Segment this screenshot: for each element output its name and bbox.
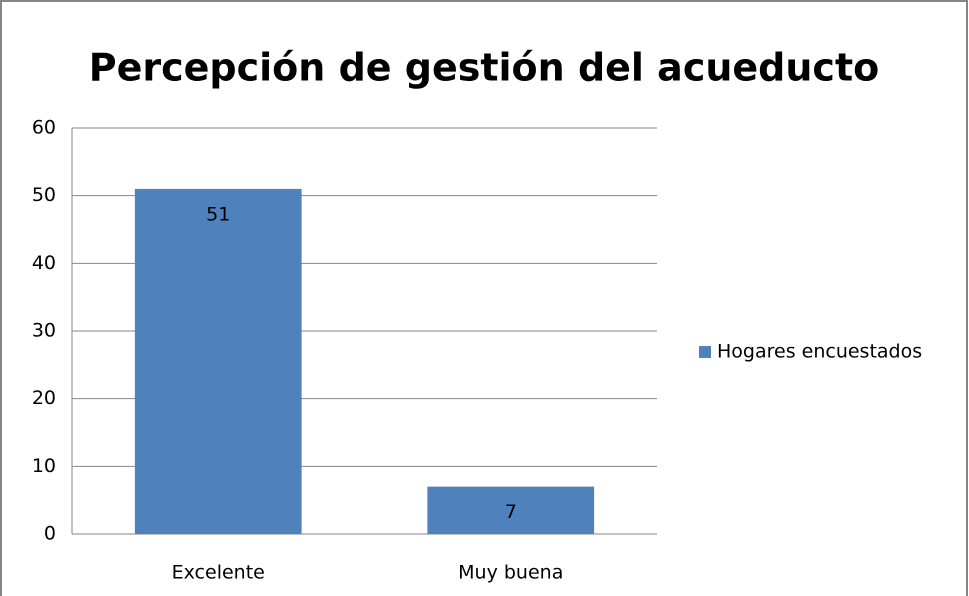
bar: [134, 188, 302, 534]
chart-title: Percepción de gestión del acueducto: [89, 46, 879, 90]
y-tick-label: 0: [44, 523, 56, 545]
y-tick-label: 40: [32, 252, 56, 274]
x-tick-label: Muy buena: [458, 562, 563, 584]
x-tick-label: Excelente: [172, 562, 265, 584]
bar: [427, 486, 595, 534]
legend-label: Hogares encuestados: [717, 341, 922, 363]
data-label: 7: [505, 501, 517, 523]
data-label: 51: [206, 203, 230, 225]
y-tick-label: 60: [32, 117, 56, 139]
y-tick-label: 20: [32, 387, 56, 409]
y-tick-label: 10: [32, 455, 56, 477]
y-tick-label: 30: [32, 320, 56, 342]
y-tick-label: 50: [32, 184, 56, 206]
legend-swatch: [699, 346, 711, 358]
